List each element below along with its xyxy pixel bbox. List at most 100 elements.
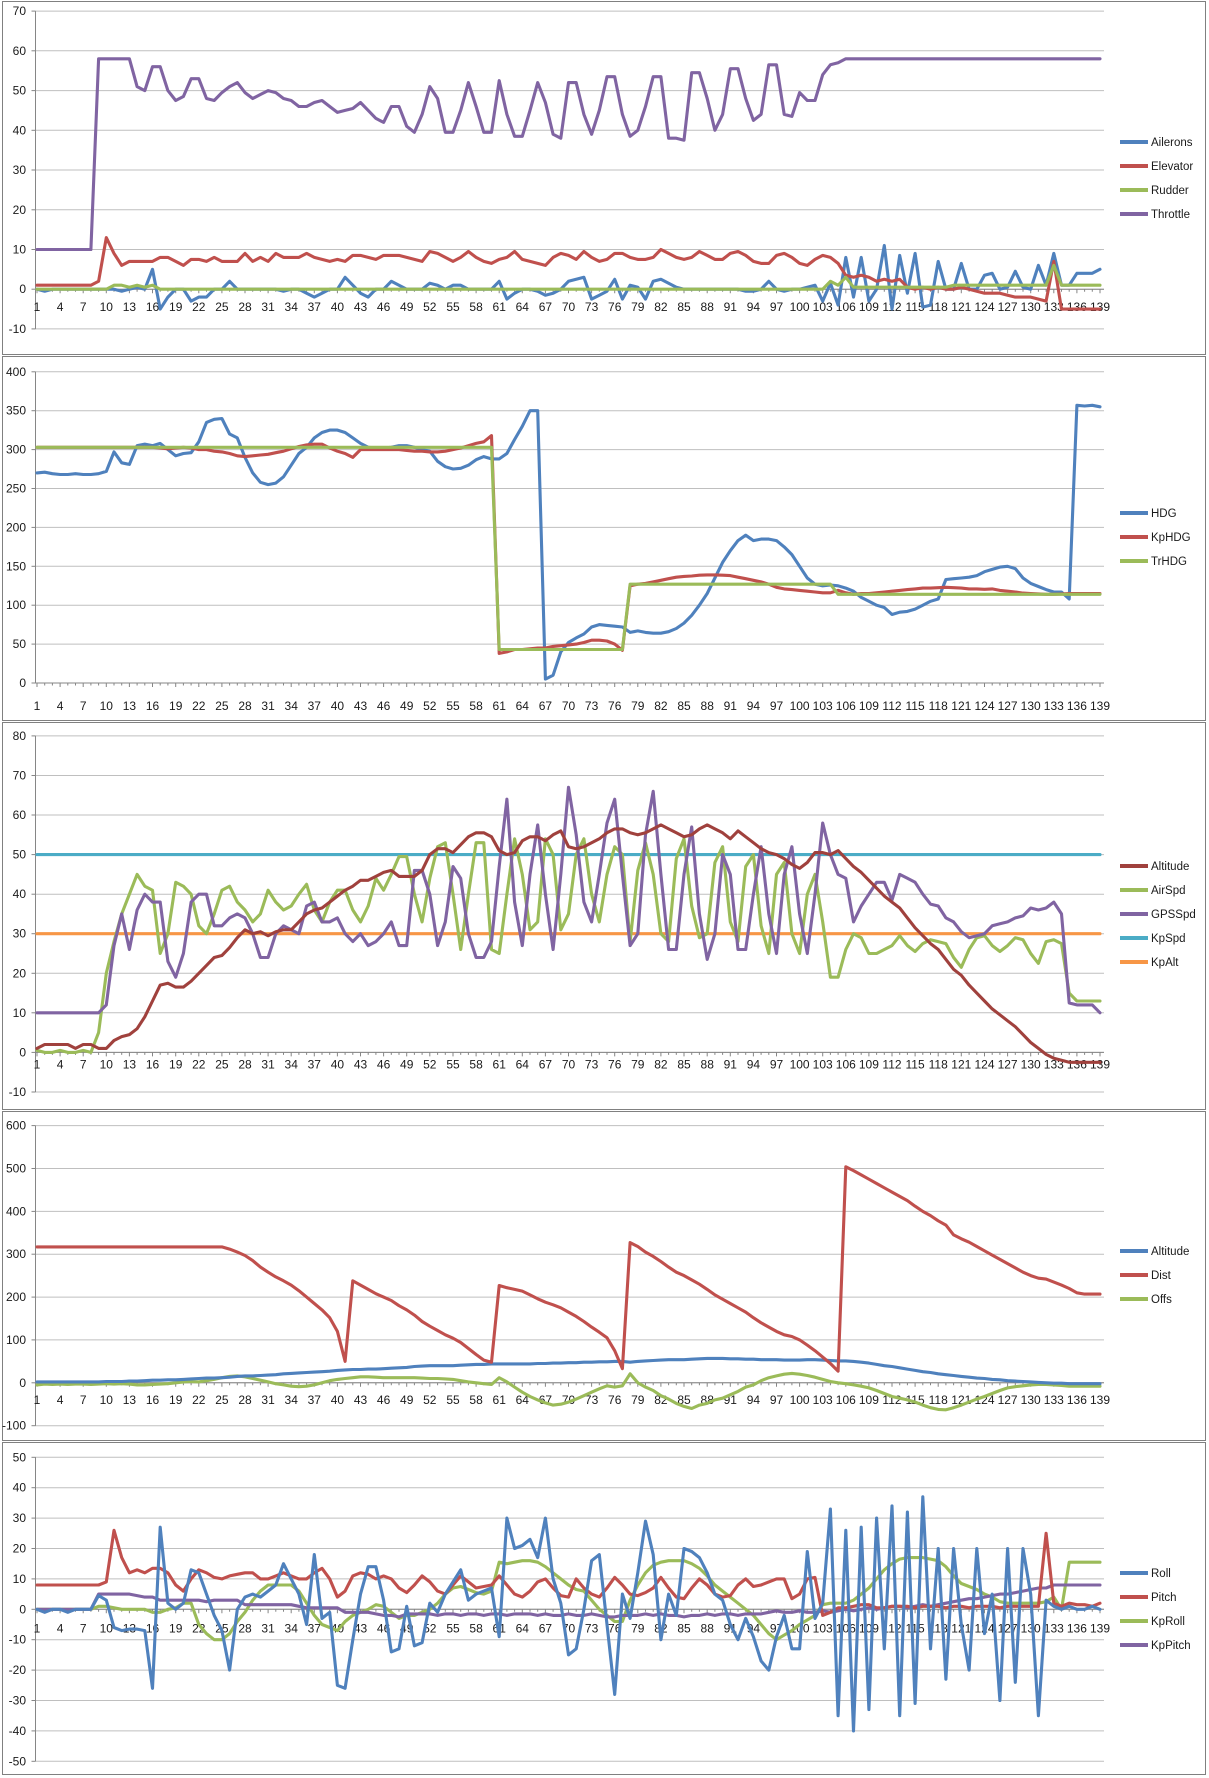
svg-text:37: 37: [308, 1621, 322, 1635]
svg-text:55: 55: [446, 1393, 460, 1407]
svg-text:10: 10: [13, 1572, 27, 1586]
svg-text:67: 67: [539, 1621, 553, 1635]
svg-text:85: 85: [677, 1621, 691, 1635]
svg-text:500: 500: [6, 1162, 26, 1176]
svg-text:109: 109: [859, 699, 879, 713]
svg-text:-100: -100: [2, 1419, 26, 1433]
svg-text:82: 82: [654, 1057, 668, 1071]
svg-text:34: 34: [285, 1621, 299, 1635]
svg-text:79: 79: [631, 1057, 645, 1071]
svg-text:0: 0: [19, 1045, 26, 1059]
svg-text:25: 25: [215, 699, 229, 713]
svg-text:55: 55: [446, 300, 460, 314]
svg-text:100: 100: [790, 1057, 810, 1071]
svg-text:4: 4: [57, 1393, 64, 1407]
svg-text:-40: -40: [9, 1724, 27, 1738]
svg-text:103: 103: [813, 1393, 833, 1407]
svg-text:64: 64: [516, 300, 530, 314]
svg-text:88: 88: [701, 1621, 715, 1635]
svg-text:124: 124: [974, 300, 994, 314]
svg-text:10: 10: [100, 1621, 114, 1635]
svg-text:350: 350: [6, 404, 26, 418]
svg-text:124: 124: [974, 699, 994, 713]
svg-text:13: 13: [123, 1393, 137, 1407]
svg-text:50: 50: [13, 84, 27, 98]
svg-text:40: 40: [331, 699, 345, 713]
svg-text:Elevator: Elevator: [1151, 161, 1193, 173]
svg-text:70: 70: [13, 4, 27, 18]
svg-text:94: 94: [747, 1393, 761, 1407]
svg-text:10: 10: [100, 300, 114, 314]
svg-text:58: 58: [469, 1393, 483, 1407]
svg-text:139: 139: [1090, 300, 1110, 314]
svg-text:58: 58: [469, 300, 483, 314]
svg-text:40: 40: [13, 1481, 27, 1495]
svg-text:19: 19: [169, 1393, 183, 1407]
svg-text:30: 30: [13, 927, 27, 941]
svg-text:20: 20: [13, 966, 27, 980]
svg-text:13: 13: [123, 300, 137, 314]
svg-text:16: 16: [146, 1057, 160, 1071]
svg-text:133: 133: [1044, 1393, 1064, 1407]
svg-text:55: 55: [446, 1621, 460, 1635]
svg-text:55: 55: [446, 1057, 460, 1071]
svg-text:KpAlt: KpAlt: [1151, 957, 1179, 969]
svg-text:76: 76: [608, 1393, 622, 1407]
svg-text:37: 37: [308, 300, 322, 314]
svg-text:70: 70: [13, 769, 27, 783]
svg-text:60: 60: [13, 44, 27, 58]
svg-text:22: 22: [192, 1621, 206, 1635]
svg-text:19: 19: [169, 1057, 183, 1071]
svg-text:73: 73: [585, 1057, 599, 1071]
svg-text:55: 55: [446, 699, 460, 713]
svg-text:0: 0: [19, 676, 26, 690]
svg-text:40: 40: [331, 1393, 345, 1407]
svg-text:22: 22: [192, 1057, 206, 1071]
svg-text:Offs: Offs: [1151, 1294, 1172, 1306]
svg-text:10: 10: [100, 1393, 114, 1407]
svg-text:-10: -10: [9, 1085, 27, 1099]
svg-text:4: 4: [57, 1621, 64, 1635]
svg-text:400: 400: [6, 1204, 26, 1218]
svg-text:34: 34: [285, 699, 299, 713]
svg-text:250: 250: [6, 482, 26, 496]
svg-text:97: 97: [770, 699, 784, 713]
svg-text:61: 61: [493, 1057, 507, 1071]
svg-text:76: 76: [608, 699, 622, 713]
svg-text:112: 112: [882, 1057, 901, 1071]
svg-text:109: 109: [859, 300, 879, 314]
svg-text:73: 73: [585, 1393, 599, 1407]
svg-text:64: 64: [516, 1057, 530, 1071]
svg-text:67: 67: [539, 300, 553, 314]
svg-text:106: 106: [836, 1057, 856, 1071]
svg-text:85: 85: [677, 1057, 691, 1071]
svg-text:1: 1: [34, 699, 41, 713]
svg-text:52: 52: [423, 1393, 437, 1407]
svg-text:130: 130: [1021, 1621, 1041, 1635]
svg-text:1: 1: [34, 1621, 41, 1635]
svg-text:88: 88: [701, 699, 715, 713]
svg-text:25: 25: [215, 300, 229, 314]
svg-text:31: 31: [261, 300, 275, 314]
svg-text:37: 37: [308, 699, 322, 713]
svg-text:28: 28: [238, 1621, 252, 1635]
svg-text:70: 70: [562, 300, 576, 314]
svg-text:127: 127: [998, 1393, 1018, 1407]
svg-text:Altitude: Altitude: [1151, 1246, 1189, 1258]
svg-text:-10: -10: [9, 322, 27, 336]
svg-text:60: 60: [13, 808, 27, 822]
svg-text:133: 133: [1044, 1621, 1064, 1635]
svg-text:100: 100: [6, 598, 26, 612]
svg-text:70: 70: [562, 1057, 576, 1071]
svg-text:34: 34: [285, 1057, 299, 1071]
svg-text:115: 115: [906, 1057, 925, 1071]
svg-text:127: 127: [998, 300, 1018, 314]
svg-text:130: 130: [1021, 1393, 1041, 1407]
svg-text:200: 200: [6, 1290, 26, 1304]
svg-text:22: 22: [192, 300, 206, 314]
svg-text:127: 127: [998, 1057, 1018, 1071]
svg-text:40: 40: [13, 887, 27, 901]
svg-text:16: 16: [146, 300, 160, 314]
svg-text:40: 40: [331, 300, 345, 314]
svg-text:200: 200: [6, 520, 26, 534]
